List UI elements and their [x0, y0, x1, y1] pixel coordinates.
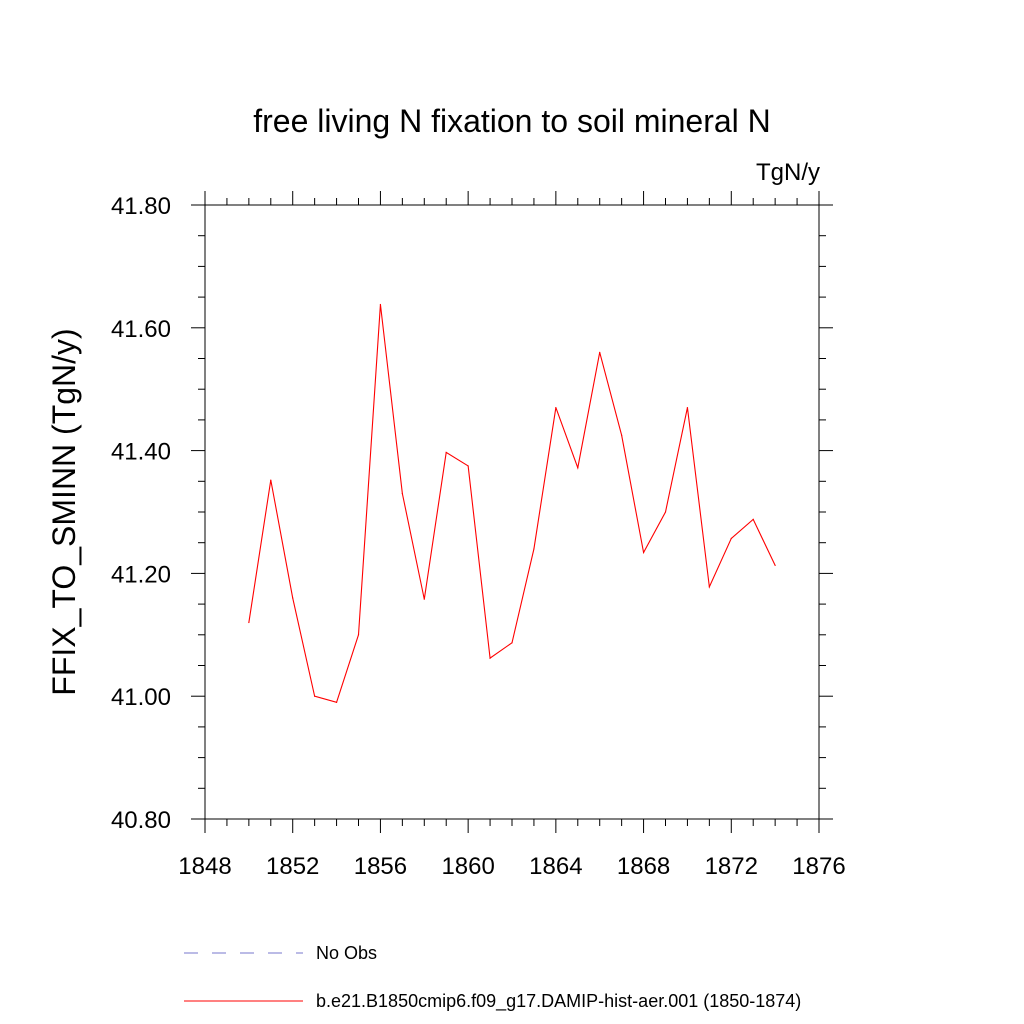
data-point [533, 548, 535, 550]
y-tick-label: 41.80 [111, 193, 171, 220]
y-tick-label: 41.40 [111, 439, 171, 466]
chart-title: free living N fixation to soil mineral N [253, 103, 771, 139]
y-tick-labels: 40.80 41.00 41.20 41.40 41.60 41.80 [111, 193, 171, 834]
x-tick-label: 1864 [529, 853, 582, 880]
series-group [248, 303, 776, 704]
x-tick-label: 1876 [792, 853, 845, 880]
y-tick-label: 41.60 [111, 316, 171, 343]
plot-frame [204, 204, 820, 820]
data-point [357, 634, 360, 636]
data-point [292, 597, 294, 599]
y-axis-label: FFIX_TO_SMINN (TgN/y) [46, 328, 82, 695]
x-ticks [204, 191, 820, 833]
y-tick-label: 41.00 [111, 684, 171, 711]
data-point [314, 695, 316, 697]
data-point [708, 586, 710, 588]
legend-label: b.e21.B1850cmip6.f09_g17.DAMIP-hist-aer.… [316, 991, 801, 1012]
data-point [621, 434, 623, 436]
data-point [379, 303, 382, 306]
x-tick-labels: 1848 1852 1856 1860 1864 1868 1872 1876 [178, 853, 845, 880]
data-point [686, 407, 689, 409]
data-point [248, 621, 250, 624]
data-point [511, 642, 513, 644]
y-ticks [191, 204, 833, 820]
data-point [423, 598, 425, 600]
units-label: TgN/y [756, 159, 820, 186]
x-tick-label: 1856 [354, 853, 407, 880]
x-tick-label: 1852 [266, 853, 319, 880]
data-point [270, 479, 272, 481]
data-point [664, 511, 667, 513]
x-tick-label: 1868 [617, 853, 670, 880]
x-tick-label: 1872 [705, 853, 758, 880]
y-tick-label: 41.20 [111, 561, 171, 588]
data-point [335, 701, 338, 703]
data-point [445, 451, 447, 454]
data-point [489, 657, 491, 659]
legend: No Obs b.e21.B1850cmip6.f09_g17.DAMIP-his… [184, 943, 801, 1012]
x-tick-label: 1848 [178, 853, 231, 880]
y-tick-label: 40.80 [111, 807, 171, 834]
data-point [774, 564, 776, 567]
data-point [730, 537, 732, 540]
data-point [599, 351, 601, 353]
data-point [467, 465, 469, 467]
data-point [752, 518, 754, 520]
data-point [555, 407, 557, 409]
data-point [401, 492, 403, 495]
data-point [577, 467, 579, 469]
legend-label: No Obs [316, 943, 377, 963]
x-tick-label: 1860 [441, 853, 494, 880]
data-point [642, 551, 645, 554]
